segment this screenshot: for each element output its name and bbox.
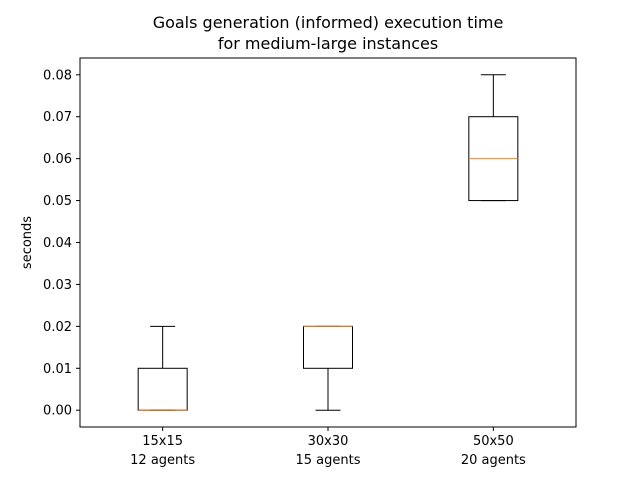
- chart-title-line-2: for medium-large instances: [218, 34, 438, 53]
- y-axis: 0.00 0.01 0.02 0.03 0.04 0.05 0.06 0.07 0.08: [43, 68, 80, 419]
- x-axis: 15x15 12 agents 30x30 15 agents 50x50 20 agen…: [130, 427, 526, 468]
- x-tick-label-line-1: 50x50: [473, 434, 514, 449]
- y-tick-label: 0.03: [43, 278, 72, 293]
- box: [303, 325, 353, 369]
- x-tick-label-line-2: 15 agents: [296, 453, 361, 468]
- y-tick-label: 0.06: [43, 152, 72, 167]
- y-tick-label: 0.07: [43, 110, 72, 125]
- y-tick-label: 0.02: [43, 320, 72, 335]
- x-tick-label-line-2: 12 agents: [130, 453, 195, 468]
- x-tick-label-line-1: 30x30: [308, 434, 349, 449]
- x-tick-label-line-2: 20 agents: [461, 453, 526, 468]
- y-tick-label: 0.00: [43, 404, 72, 419]
- y-tick-label: 0.08: [43, 68, 72, 83]
- y-tick-label: 0.01: [43, 362, 72, 377]
- x-tick-label-line-1: 15x15: [142, 434, 183, 449]
- y-tick-label: 0.04: [43, 236, 72, 251]
- y-axis-label: seconds: [20, 216, 35, 269]
- chart-title-line-1: Goals generation (informed) execution ti…: [153, 13, 504, 32]
- boxes-group: [137, 74, 519, 411]
- y-tick-label: 0.05: [43, 194, 72, 209]
- box: [137, 367, 188, 411]
